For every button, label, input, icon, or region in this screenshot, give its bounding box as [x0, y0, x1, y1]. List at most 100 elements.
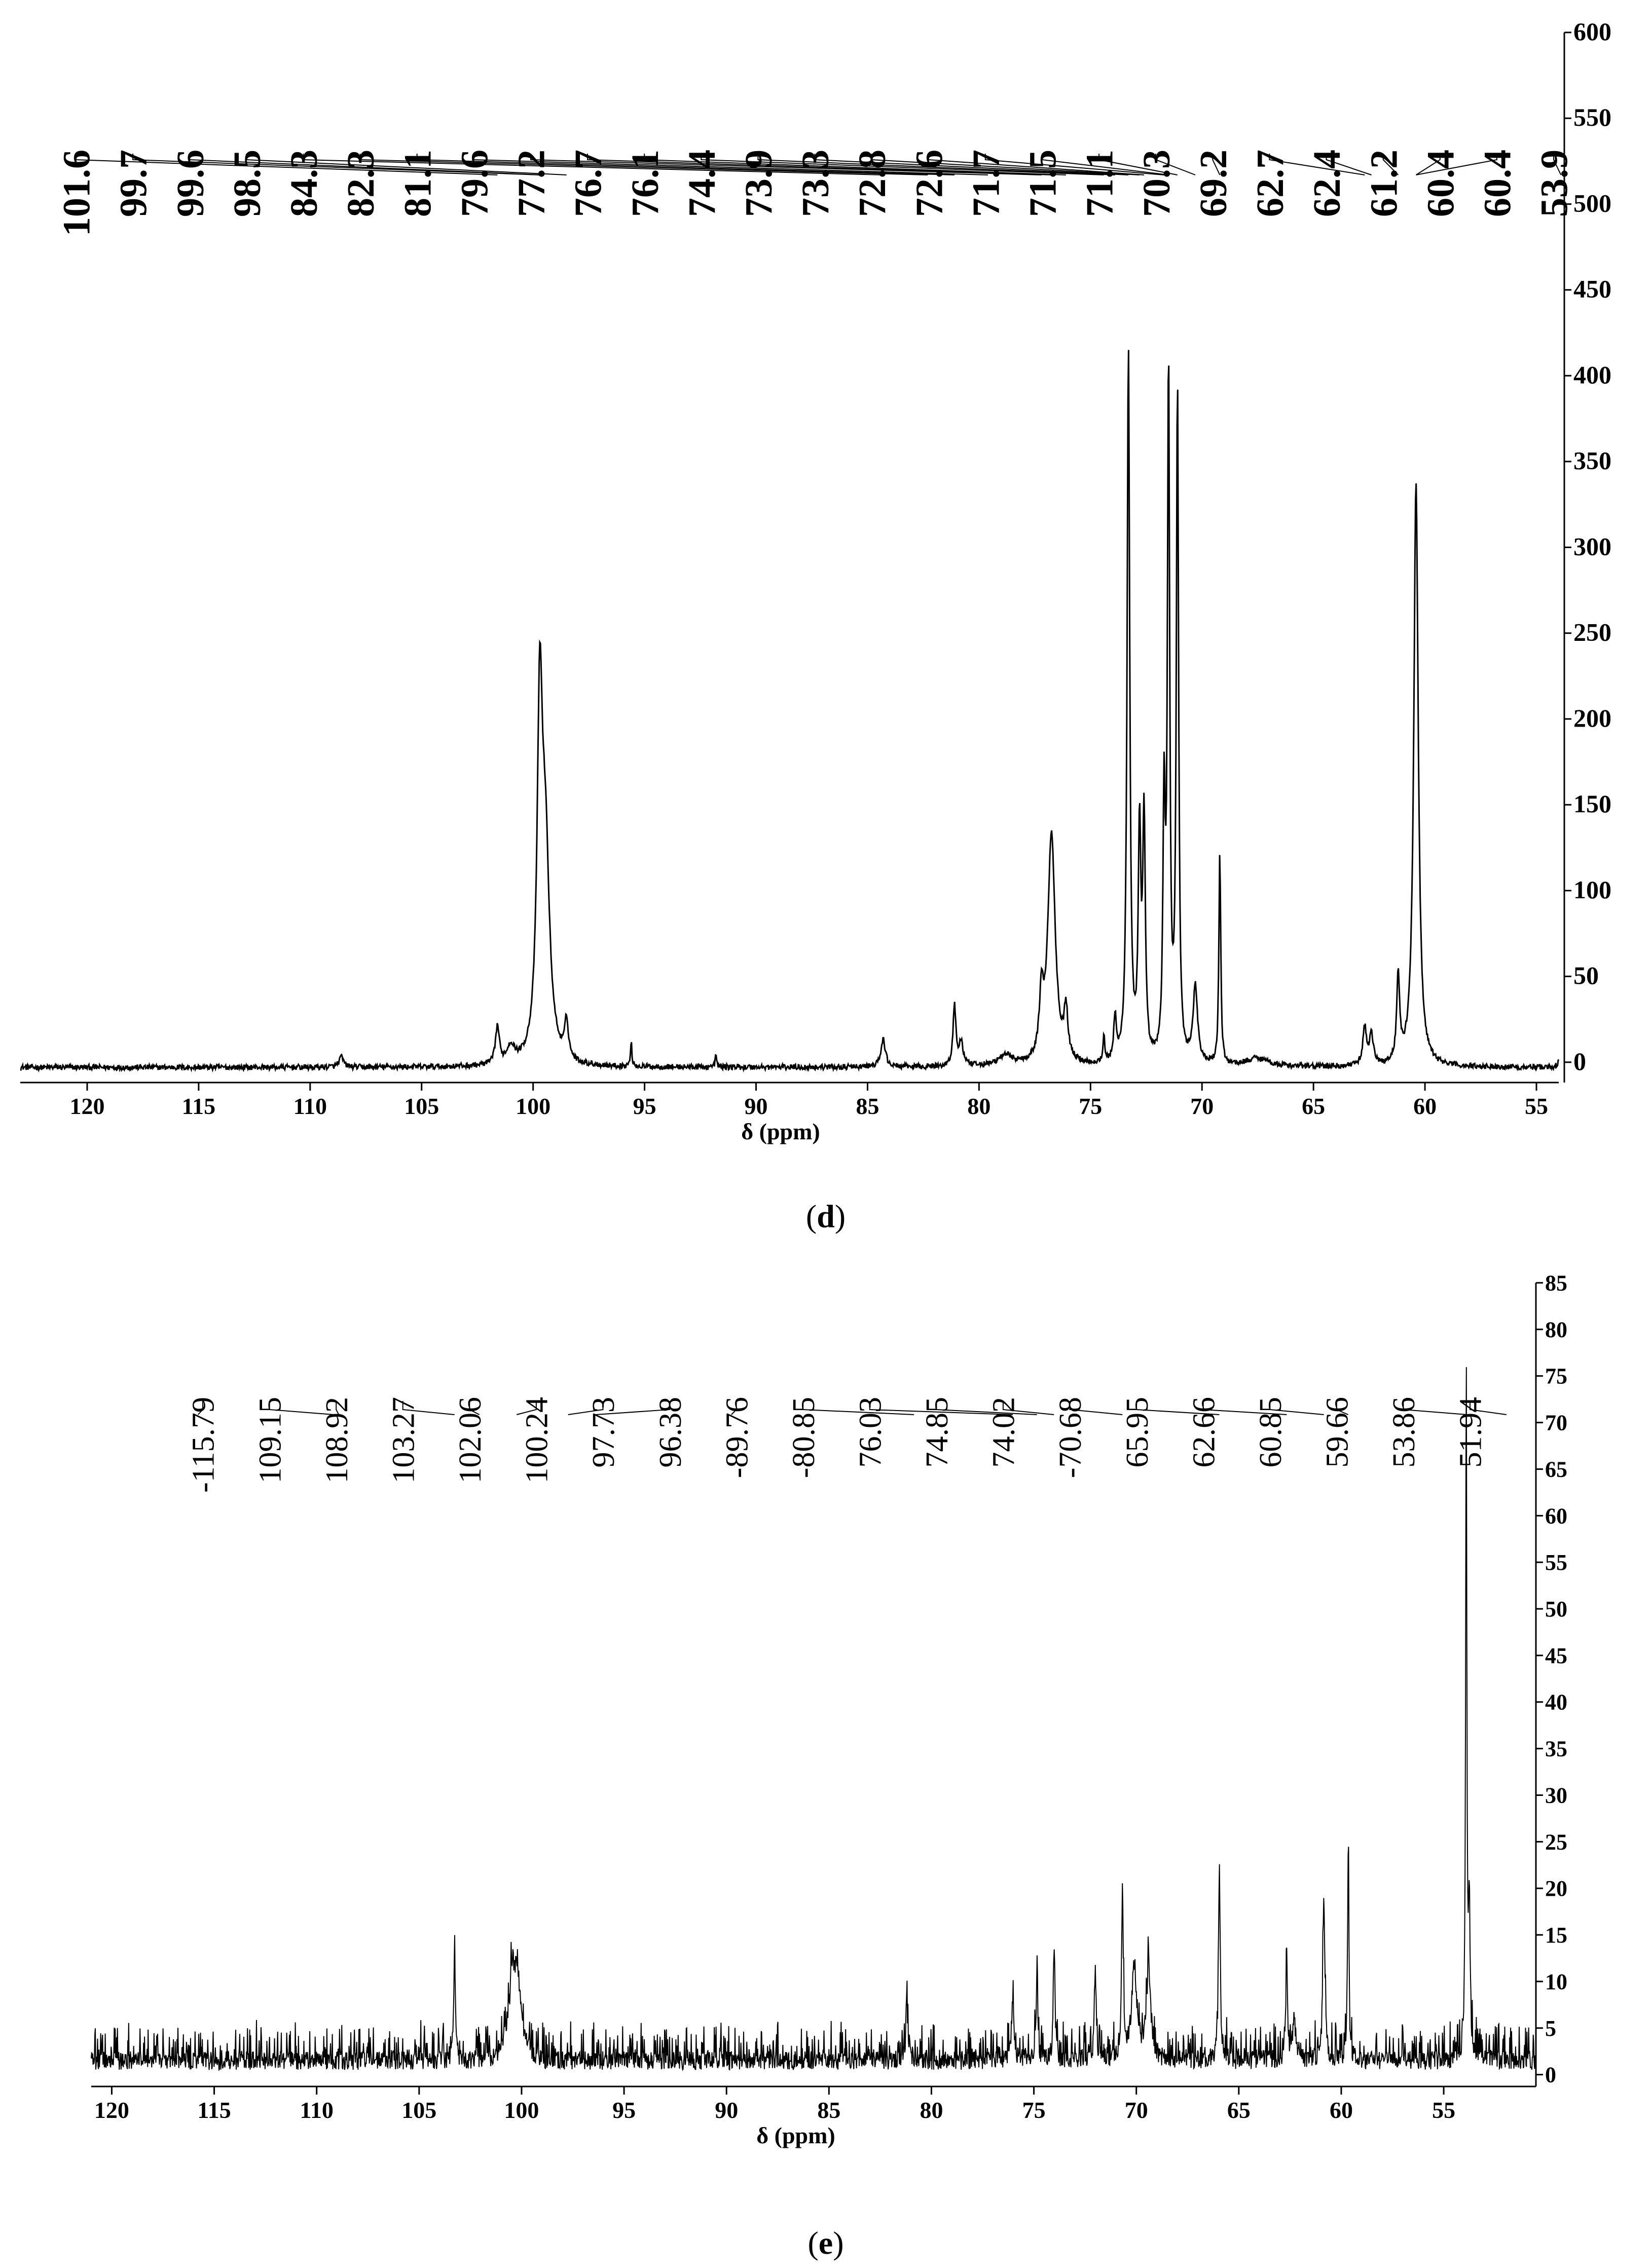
x-tick-label: 80 [967, 1093, 990, 1119]
peak-label: 53.9 [1533, 150, 1576, 217]
y-tick-label: 450 [1573, 275, 1611, 303]
peak-leader [1155, 154, 1196, 175]
peak-leader [416, 154, 955, 175]
y-tick-label: 40 [1545, 1690, 1567, 1715]
peak-leader [1269, 154, 1365, 175]
x-tick-label: 120 [94, 2097, 129, 2123]
peak-leader [596, 1401, 671, 1415]
x-tick-label: 110 [293, 1093, 327, 1119]
y-tick-label: 30 [1545, 1783, 1567, 1808]
x-tick-label: 60 [1413, 1093, 1437, 1119]
peak-label: 97.73 [586, 1397, 621, 1468]
peak-label: -70.68 [1053, 1397, 1088, 1478]
peak-leader [587, 154, 1053, 175]
peak-label: 69.2 [1192, 150, 1235, 217]
y-tick-label: 5 [1545, 2016, 1556, 2041]
y-tick-label: 600 [1573, 17, 1611, 46]
panel-label-d: (d) [806, 1198, 846, 1234]
y-tick-label: 60 [1545, 1503, 1567, 1528]
y-tick-label: 350 [1573, 446, 1611, 475]
peak-leader [1212, 154, 1221, 175]
x-tick-label: 105 [404, 1093, 439, 1119]
peak-label: 81.1 [396, 150, 439, 217]
x-tick-label: 120 [69, 1093, 104, 1119]
y-tick-label: 200 [1573, 704, 1611, 732]
peak-label: 103.27 [386, 1397, 421, 1484]
peak-leader [1553, 154, 1562, 175]
peak-leader [936, 1401, 1037, 1415]
peak-leader [1202, 1401, 1287, 1415]
x-tick-label: 110 [300, 2097, 333, 2123]
spectrum-trace [91, 1367, 1536, 2072]
peak-label: 74.85 [920, 1397, 955, 1468]
peak-label: 62.7 [1249, 150, 1292, 217]
y-tick-label: 0 [1573, 1047, 1586, 1075]
peak-leader [1382, 154, 1399, 175]
peak-leader [1042, 154, 1169, 175]
peak-leader [1069, 1401, 1123, 1415]
peak-label: 62.66 [1187, 1397, 1221, 1468]
peak-label: 77.2 [510, 150, 553, 217]
y-tick-label: 250 [1573, 618, 1611, 646]
x-tick-label: 75 [1022, 2097, 1046, 2123]
peak-label: 60.4 [1419, 150, 1462, 217]
x-tick-label: 95 [633, 1093, 656, 1119]
peak-label: 60.4 [1477, 150, 1519, 217]
peak-leader [814, 154, 1129, 175]
peak-leader [1002, 1401, 1054, 1415]
peak-label: 100.24 [520, 1397, 555, 1484]
y-tick-label: 10 [1545, 1969, 1567, 1994]
x-tick-label: 60 [1330, 2097, 1353, 2123]
x-tick-label: 80 [920, 2097, 943, 2123]
x-tick-label: 115 [182, 1093, 215, 1119]
peak-leader [269, 1401, 335, 1415]
peak-label: 59.66 [1320, 1397, 1355, 1468]
y-tick-label: 400 [1573, 361, 1611, 389]
peak-label: 74.4 [681, 150, 723, 217]
peak-label: -115.79 [187, 1397, 221, 1493]
x-tick-label: 90 [715, 2097, 738, 2123]
y-tick-label: 150 [1573, 789, 1611, 818]
peak-leader [802, 1401, 914, 1415]
peak-leader [402, 1401, 455, 1415]
y-tick-label: 15 [1545, 1923, 1567, 1948]
peak-leader [473, 154, 988, 175]
y-tick-label: 300 [1573, 532, 1611, 560]
peak-label: 109.15 [253, 1397, 287, 1484]
peak-leader [731, 1401, 737, 1415]
y-tick-label: 25 [1545, 1829, 1567, 1854]
peak-leader [1470, 1401, 1507, 1415]
peak-leader [530, 154, 1042, 175]
x-tick-label: 100 [516, 1093, 550, 1119]
peak-leader [869, 1401, 1013, 1415]
peak-leader [644, 154, 1066, 175]
peak-leader [1415, 154, 1441, 175]
x-axis-title: δ (ppm) [741, 1119, 820, 1144]
peak-label: -80.85 [787, 1397, 821, 1478]
peak-leader [568, 1401, 604, 1415]
peak-leader [197, 1401, 203, 1415]
peak-label: 51.94 [1454, 1397, 1488, 1468]
peak-label: 71.1 [1079, 150, 1121, 217]
x-tick-label: 85 [856, 1093, 879, 1119]
peak-label: 76.1 [624, 150, 667, 217]
panel-label-e: (e) [807, 2225, 843, 2261]
peak-leader [1136, 1401, 1220, 1415]
y-tick-label: 550 [1573, 103, 1611, 131]
y-tick-label: 0 [1545, 2063, 1556, 2087]
x-tick-label: 65 [1302, 1093, 1325, 1119]
peak-leader [516, 1401, 537, 1415]
peak-label: 65.95 [1120, 1397, 1155, 1468]
peak-leader [76, 154, 498, 175]
peak-leader [1326, 154, 1372, 175]
peak-label: 101.6 [56, 150, 98, 236]
y-tick-label: 100 [1573, 875, 1611, 904]
peak-label: 71.5 [1022, 150, 1064, 217]
x-tick-label: 95 [612, 2097, 636, 2123]
x-tick-label: 65 [1227, 2097, 1251, 2123]
peak-leader [132, 154, 540, 175]
peak-label: 76.03 [854, 1397, 888, 1468]
peak-leader [359, 154, 928, 175]
peak-leader [303, 154, 884, 175]
x-tick-label: 70 [1190, 1093, 1214, 1119]
